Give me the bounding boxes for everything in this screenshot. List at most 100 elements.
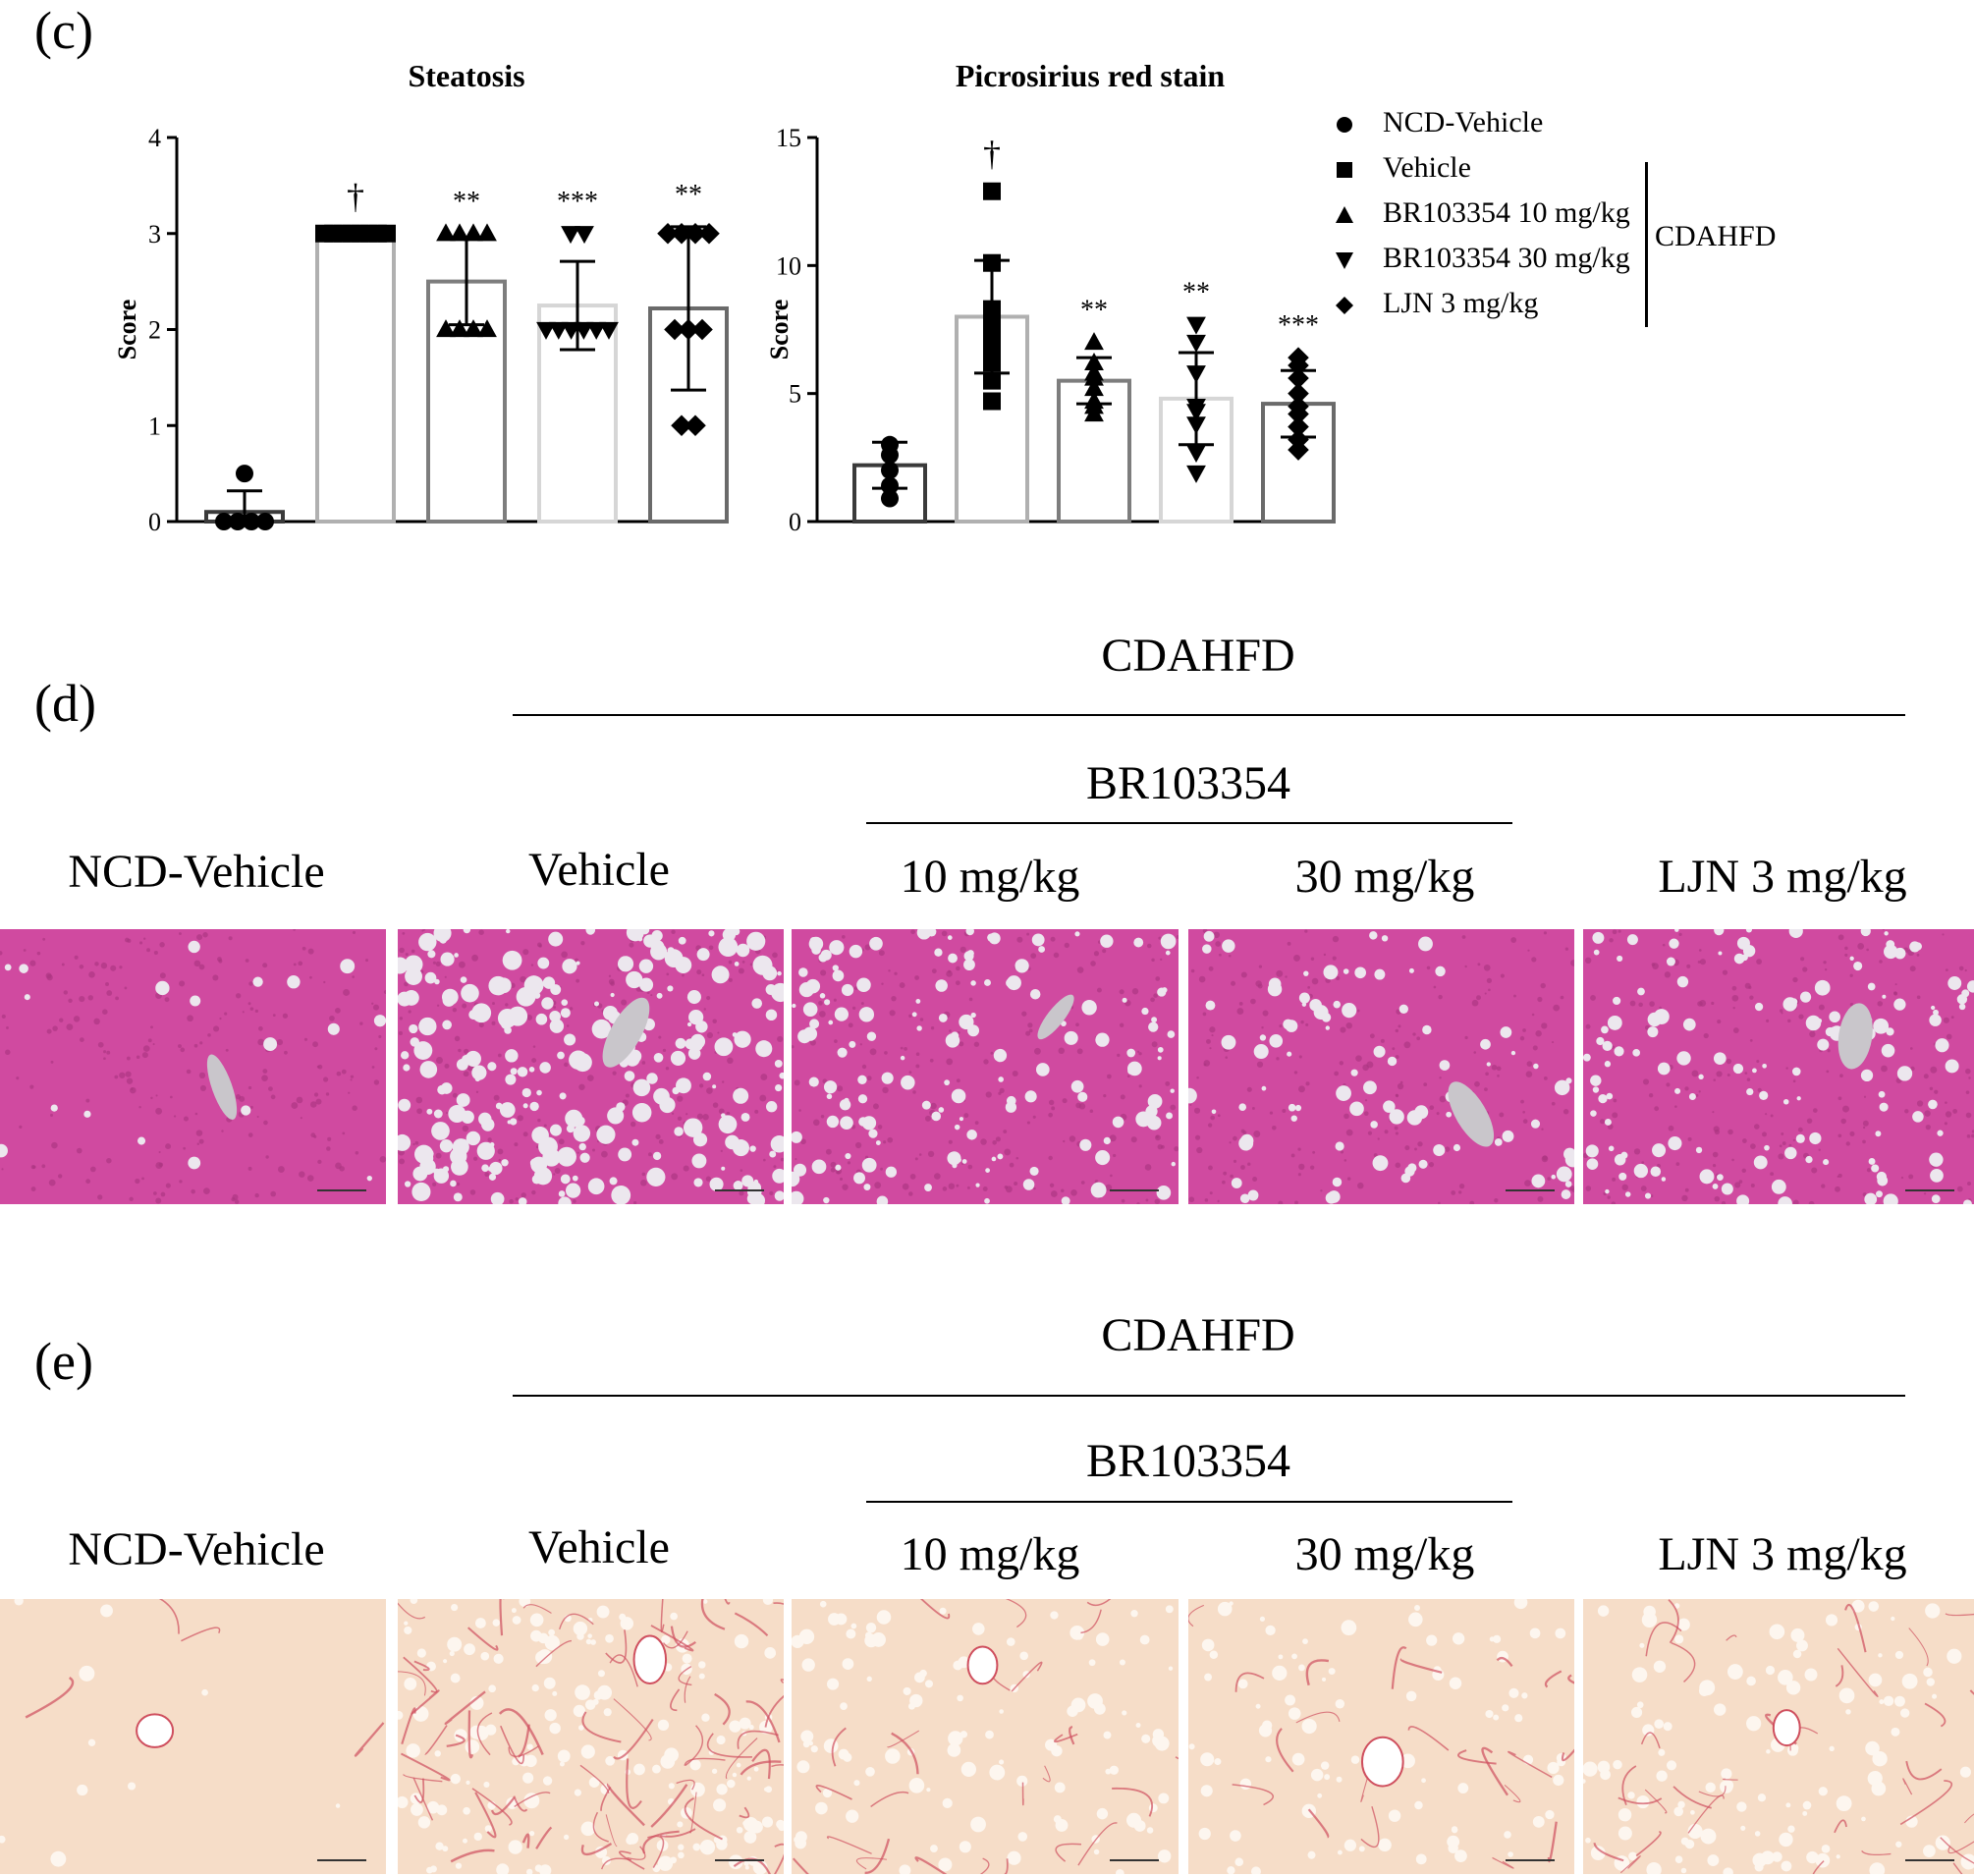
legend-bracket <box>1645 162 1648 327</box>
data-point <box>657 222 679 245</box>
legend: NCD-Vehicle Vehicle BR103354 10 mg/kg BR… <box>1334 106 1785 342</box>
data-point <box>575 226 594 245</box>
he-stain-image <box>0 929 386 1204</box>
significance-label: ** <box>1182 277 1210 307</box>
data-point <box>881 446 899 465</box>
data-point <box>983 312 1001 331</box>
data-point <box>1288 382 1309 405</box>
y-tick-label: 3 <box>148 220 161 248</box>
significance-label: *** <box>557 187 598 217</box>
data-point <box>450 223 469 242</box>
data-point <box>1186 316 1206 335</box>
data-point <box>574 321 594 340</box>
data-point <box>586 321 607 340</box>
he-stain-image <box>1583 929 1974 1204</box>
data-point <box>1084 404 1104 422</box>
legend-label: NCD-Vehicle <box>1383 106 1544 138</box>
panel-letter-e: (e) <box>34 1332 93 1391</box>
bar <box>315 231 396 524</box>
psr-subgroup-label: BR103354 <box>1085 1435 1291 1487</box>
data-point <box>881 476 899 495</box>
data-point <box>215 513 233 530</box>
data-point <box>881 461 899 479</box>
data-point <box>698 222 720 245</box>
data-point <box>256 513 274 530</box>
y-tick-label: 1 <box>148 412 161 440</box>
psr-subgroup-line <box>866 1501 1512 1503</box>
y-tick-label: 2 <box>148 316 161 345</box>
data-point <box>1288 439 1309 461</box>
data-point <box>599 321 619 340</box>
data-point <box>671 222 692 245</box>
psr-stain-image <box>1188 1599 1574 1874</box>
data-point <box>671 414 692 437</box>
he-col-label: 30 mg/kg <box>1294 851 1475 903</box>
legend-label: LJN 3 mg/kg <box>1383 287 1539 319</box>
triangle-up-marker-icon <box>1336 206 1353 223</box>
significance-label: ** <box>1080 296 1108 326</box>
psr-group-label: CDAHFD <box>1101 1309 1295 1361</box>
data-point <box>1084 367 1104 386</box>
psr-col-label: LJN 3 mg/kg <box>1658 1528 1907 1580</box>
he-stain-image <box>792 929 1179 1204</box>
data-point <box>881 489 899 508</box>
data-point <box>548 321 569 340</box>
significance-label: † <box>983 135 1001 174</box>
chart-title: Picrosirius red stain <box>956 58 1226 93</box>
data-point <box>1084 332 1104 351</box>
data-point <box>464 223 483 242</box>
data-point <box>1288 367 1309 389</box>
square-marker-icon <box>1337 162 1352 178</box>
data-point <box>1186 404 1206 422</box>
triangle-down-marker-icon <box>1336 252 1353 269</box>
data-point <box>983 392 1001 411</box>
data-point <box>691 318 713 341</box>
y-tick-label: 5 <box>789 380 801 409</box>
data-point <box>229 513 247 530</box>
data-point <box>1186 416 1206 435</box>
y-tick-label: 0 <box>789 508 801 536</box>
data-point <box>1186 334 1206 353</box>
data-point <box>436 319 456 338</box>
legend-label: BR103354 10 mg/kg <box>1383 196 1630 229</box>
data-point <box>983 371 1001 390</box>
data-point <box>561 226 580 245</box>
data-point <box>436 223 456 242</box>
data-point <box>1186 365 1206 384</box>
he-stain-image <box>1188 929 1574 1204</box>
he-stain-image <box>398 929 784 1204</box>
psr-col-label: Vehicle <box>528 1521 670 1573</box>
data-point <box>236 465 253 483</box>
data-point <box>243 513 260 530</box>
y-tick-label: 0 <box>148 508 161 536</box>
data-point <box>983 338 1001 357</box>
data-point <box>1084 353 1104 371</box>
chart-title: Steatosis <box>408 58 524 93</box>
he-subgroup-label: BR103354 <box>1085 757 1291 809</box>
y-axis-label: Score <box>765 300 794 360</box>
data-point <box>664 318 685 341</box>
data-point <box>983 354 1001 372</box>
legend-group-label: CDAHFD <box>1655 220 1777 252</box>
psr-col-label: NCD-Vehicle <box>68 1523 325 1575</box>
significance-label: † <box>347 177 364 216</box>
data-point <box>1288 403 1309 425</box>
y-tick-label: 10 <box>776 251 801 280</box>
psr-stain-image <box>398 1599 784 1874</box>
y-axis-label: Score <box>113 300 141 360</box>
y-tick-label: 4 <box>148 124 161 152</box>
he-subgroup-line <box>866 822 1512 824</box>
psr-col-label: 10 mg/kg <box>900 1528 1080 1580</box>
data-point <box>464 319 483 338</box>
data-point <box>1084 378 1104 397</box>
he-col-label: NCD-Vehicle <box>68 846 325 898</box>
diamond-marker-icon <box>1336 297 1353 314</box>
he-col-label: 10 mg/kg <box>900 851 1080 903</box>
he-group-line <box>513 714 1905 716</box>
significance-label: ** <box>675 180 702 210</box>
data-point <box>561 321 581 340</box>
significance-label: ** <box>453 187 480 217</box>
psr-stain-image <box>1583 1599 1974 1874</box>
psr-col-label: 30 mg/kg <box>1294 1528 1475 1580</box>
